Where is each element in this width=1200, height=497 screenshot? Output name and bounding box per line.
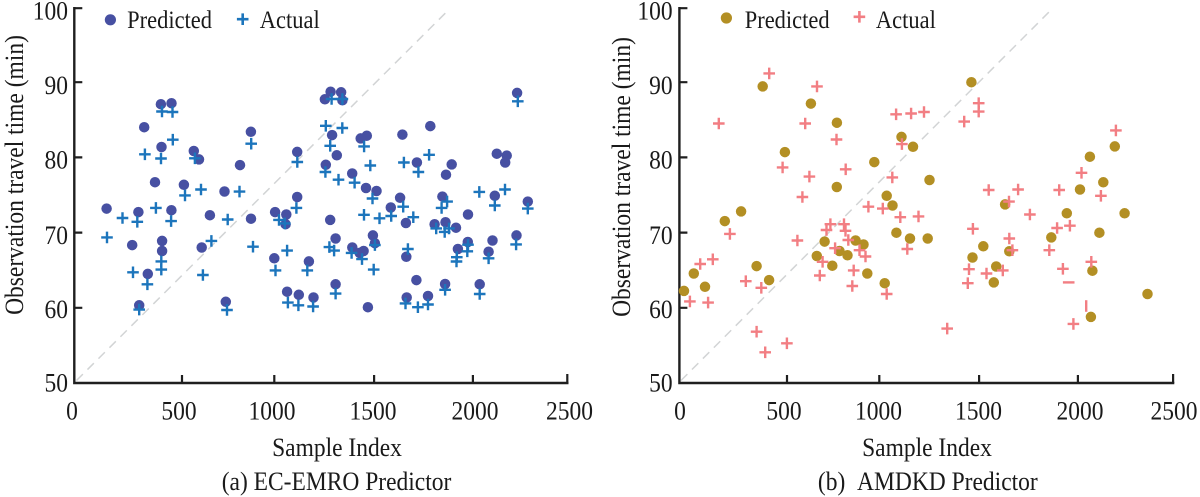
svg-text:50: 50	[649, 369, 672, 397]
svg-text:0: 0	[674, 398, 686, 426]
svg-text:100: 100	[637, 0, 672, 26]
svg-text:0: 0	[66, 398, 78, 426]
svg-text:2500: 2500	[1151, 398, 1198, 426]
svg-text:1000: 1000	[249, 398, 296, 426]
svg-text:2000: 2000	[1057, 398, 1104, 426]
svg-text:Sample Index: Sample Index	[272, 434, 402, 462]
svg-text:60: 60	[649, 296, 672, 324]
svg-text:2000: 2000	[452, 398, 499, 426]
svg-text:(a) EC-EMRO Predictor: (a) EC-EMRO Predictor	[222, 468, 452, 496]
svg-text:100: 100	[33, 0, 68, 26]
svg-text:80: 80	[649, 147, 672, 175]
svg-text:Actual: Actual	[876, 7, 936, 34]
svg-text:1500: 1500	[955, 398, 1002, 426]
svg-text:70: 70	[649, 222, 672, 250]
svg-text:(b) AMDKD Predictor: (b) AMDKD Predictor	[818, 468, 1038, 496]
svg-text:90: 90	[45, 72, 68, 100]
svg-text:Predicted: Predicted	[745, 7, 830, 34]
svg-text:500: 500	[766, 398, 801, 426]
svg-text:90: 90	[649, 72, 672, 100]
svg-text:50: 50	[45, 369, 68, 397]
svg-text:1000: 1000	[855, 398, 902, 426]
svg-text:Observation travel time (min): Observation travel time (min)	[608, 37, 636, 317]
svg-text:70: 70	[45, 222, 68, 250]
svg-text:500: 500	[161, 398, 196, 426]
svg-text:Actual: Actual	[260, 7, 320, 34]
svg-text:2500: 2500	[546, 398, 593, 426]
svg-text:60: 60	[45, 296, 68, 324]
svg-text:80: 80	[45, 147, 68, 175]
svg-text:Observation travel time (min): Observation travel time (min)	[1, 35, 29, 315]
svg-text:Predicted: Predicted	[127, 7, 212, 34]
svg-text:Sample Index: Sample Index	[862, 434, 992, 462]
svg-text:1500: 1500	[350, 398, 397, 426]
